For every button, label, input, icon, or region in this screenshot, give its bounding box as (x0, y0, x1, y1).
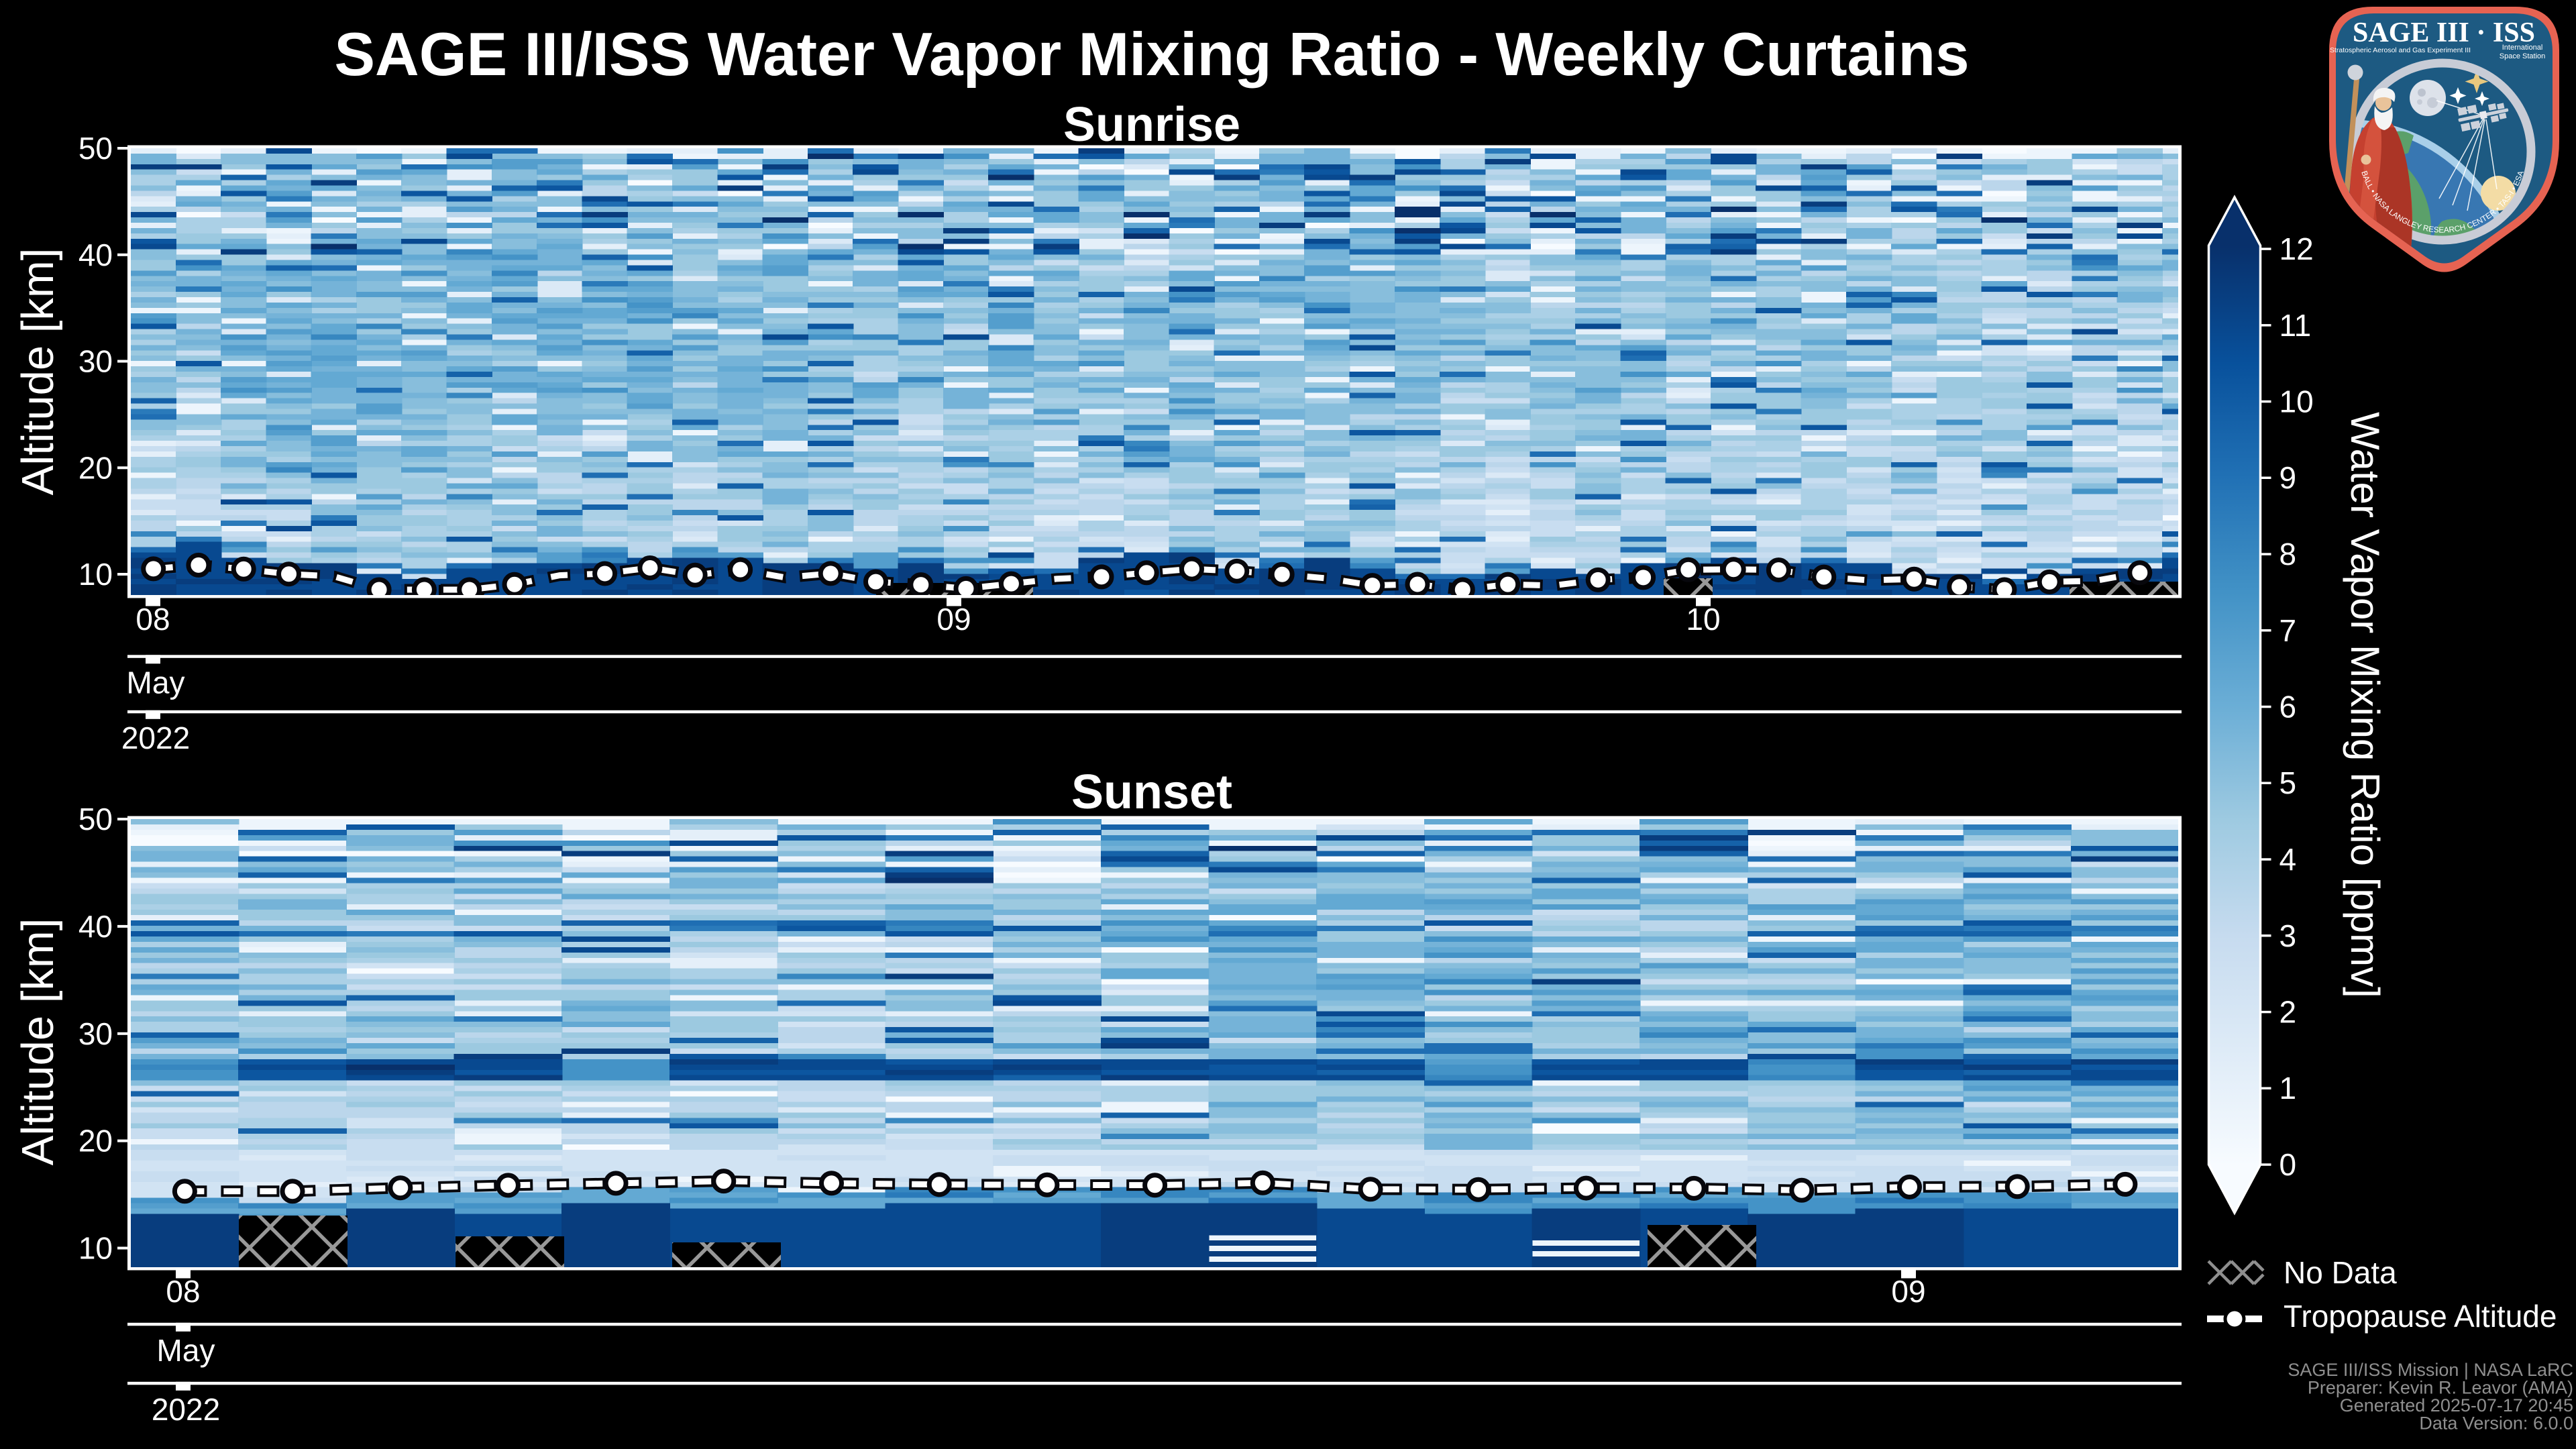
svg-text:Data Version: 6.0.0: Data Version: 6.0.0 (2419, 1413, 2573, 1434)
svg-text:Preparer: Kevin R. Leavor (AMA: Preparer: Kevin R. Leavor (AMA) (2308, 1378, 2573, 1398)
svg-text:SAGE III/ISS Water Vapor Mixin: SAGE III/ISS Water Vapor Mixing Ratio - … (334, 21, 1969, 89)
svg-text:12: 12 (2279, 231, 2314, 266)
svg-text:10: 10 (1686, 602, 1720, 637)
svg-text:SAGE III · ISS: SAGE III · ISS (2353, 17, 2535, 48)
svg-text:40: 40 (78, 237, 113, 272)
svg-text:30: 30 (78, 344, 113, 379)
svg-text:6: 6 (2279, 690, 2297, 724)
svg-text:50: 50 (78, 131, 113, 166)
svg-text:Stratospheric Aerosol and Gas: Stratospheric Aerosol and Gas Experiment… (2330, 46, 2471, 54)
svg-text:Space Station: Space Station (2500, 52, 2546, 60)
svg-text:Sunrise: Sunrise (1063, 98, 1240, 152)
svg-text:1: 1 (2279, 1071, 2297, 1106)
svg-text:2022: 2022 (121, 720, 190, 755)
svg-text:5: 5 (2279, 765, 2297, 800)
svg-text:20: 20 (78, 1124, 113, 1159)
svg-text:40: 40 (78, 909, 113, 944)
svg-text:Tropopause Altitude: Tropopause Altitude (2284, 1299, 2557, 1334)
svg-text:Generated 2025-07-17 20:45: Generated 2025-07-17 20:45 (2340, 1395, 2573, 1415)
svg-text:Altitude [km]: Altitude [km] (13, 918, 63, 1166)
svg-text:20: 20 (78, 450, 113, 485)
svg-text:09: 09 (936, 602, 971, 637)
svg-text:Water Vapor Mixing Ratio [ppmv: Water Vapor Mixing Ratio [ppmv] (2343, 412, 2387, 998)
svg-text:09: 09 (1891, 1274, 1925, 1309)
svg-text:Sunset: Sunset (1071, 765, 1232, 819)
svg-text:50: 50 (78, 802, 113, 837)
svg-text:2022: 2022 (152, 1392, 220, 1427)
svg-text:30: 30 (78, 1016, 113, 1051)
svg-text:No Data: No Data (2284, 1255, 2397, 1290)
svg-text:SAGE III/ISS Mission | NASA La: SAGE III/ISS Mission | NASA LaRC (2288, 1360, 2573, 1380)
svg-text:International: International (2502, 44, 2543, 52)
svg-text:3: 3 (2279, 918, 2297, 953)
svg-text:11: 11 (2279, 308, 2312, 343)
svg-text:0: 0 (2279, 1147, 2297, 1182)
svg-text:8: 8 (2279, 537, 2297, 572)
svg-text:May: May (157, 1333, 215, 1368)
svg-text:10: 10 (2279, 384, 2314, 419)
svg-text:10: 10 (78, 1231, 113, 1266)
svg-text:08: 08 (166, 1274, 200, 1309)
svg-text:Altitude [km]: Altitude [km] (13, 248, 63, 496)
svg-text:4: 4 (2279, 842, 2297, 877)
svg-text:9: 9 (2279, 460, 2297, 495)
svg-text:10: 10 (78, 557, 113, 592)
svg-text:2: 2 (2279, 995, 2297, 1030)
svg-text:7: 7 (2279, 613, 2297, 648)
svg-text:May: May (127, 665, 185, 700)
svg-text:08: 08 (136, 602, 170, 637)
